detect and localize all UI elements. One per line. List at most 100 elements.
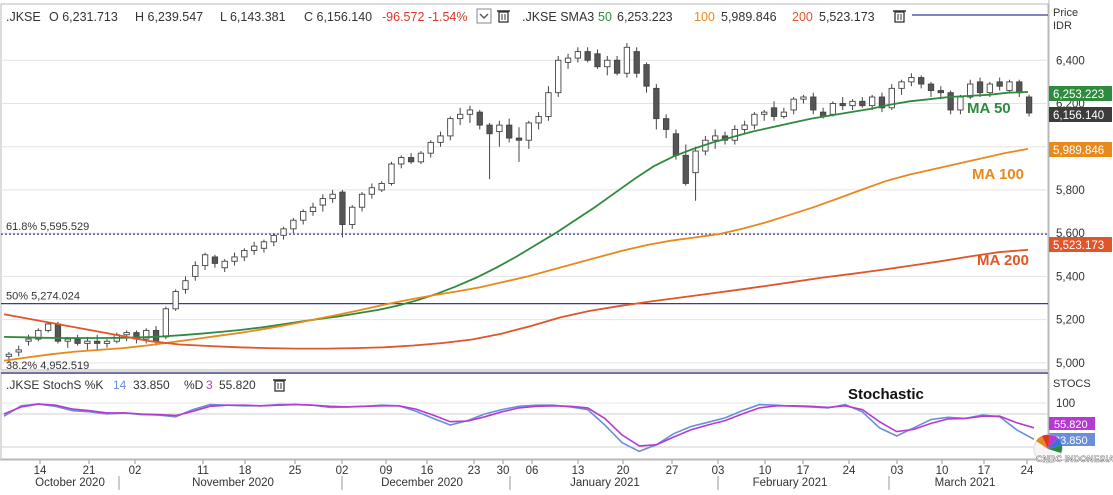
- candle-up: [231, 256, 238, 262]
- candle-down: [643, 64, 650, 87]
- x-tick-label: 03: [891, 465, 904, 477]
- candle-down: [584, 51, 591, 61]
- month-label: February 2021: [753, 477, 828, 489]
- tag-ma100: 5,989.846: [1053, 145, 1104, 157]
- x-tick-label: 03: [712, 465, 725, 477]
- candle-down: [662, 118, 670, 130]
- delete-sma-trash-icon[interactable]: [893, 10, 906, 23]
- stoch-y-tick-label: 100: [1056, 398, 1075, 410]
- stoch-trash-icon[interactable]: [273, 379, 286, 392]
- fib-label: 50% 5,274.024: [6, 291, 80, 303]
- candle-up: [143, 329, 150, 340]
- time-axis: 14 21 02 11 18 25 02 09 16 23 30 06 13 20 27 03 10 17 24 03…: [34, 460, 1034, 490]
- candle-up: [957, 96, 964, 111]
- candle-up: [221, 260, 228, 269]
- candle-up: [319, 198, 326, 206]
- y-tick-label: 5,000: [1056, 358, 1085, 370]
- candle-up: [290, 219, 297, 230]
- candle-up: [1006, 81, 1013, 91]
- stoch-tag-k: 33.850: [1054, 435, 1088, 447]
- candle-up: [908, 77, 915, 83]
- price-panel: [0, 3, 1049, 371]
- tag-ma50-bg: [1049, 86, 1112, 101]
- stoch-d-period: 3: [206, 378, 213, 392]
- y-tick-label: 5,400: [1056, 271, 1085, 283]
- candle-up: [868, 96, 876, 107]
- candle-down: [937, 90, 944, 94]
- candle-down: [486, 124, 493, 135]
- candle-down: [653, 87, 660, 120]
- candle-down: [859, 100, 866, 107]
- candle-up: [25, 338, 32, 342]
- stoch-k-value: 33.850: [133, 378, 170, 392]
- candle-up: [761, 111, 768, 115]
- candle-up: [780, 111, 788, 117]
- stoch-panel-label: Stochastic: [848, 386, 924, 403]
- candle-up: [800, 96, 807, 100]
- x-tick-label: 02: [129, 465, 142, 477]
- moving-averages: [3, 91, 1029, 362]
- collapse-chevron-icon[interactable]: [476, 8, 492, 24]
- candle-up: [545, 92, 552, 117]
- value-tags: 6,253.223 6,156.140 5,989.846 5,523.173: [1049, 86, 1112, 252]
- x-tick-label: 10: [936, 465, 949, 477]
- month-label: December 2020: [381, 477, 463, 489]
- candle-up: [44, 323, 52, 331]
- stoch-d-line: [3, 403, 1035, 447]
- candle-down: [1016, 81, 1023, 94]
- tag-ma50: 6,253.223: [1053, 89, 1104, 101]
- candle-up: [368, 187, 376, 195]
- stoch-tag-d-bg: [1049, 417, 1095, 430]
- candle-down: [506, 124, 513, 139]
- candle-up: [986, 83, 994, 94]
- ma100-annotation: MA 100: [972, 166, 1024, 183]
- candle-up: [466, 109, 474, 115]
- candle-up: [898, 81, 905, 89]
- cnbc-logo: CNBC INDONESIA: [1033, 434, 1113, 464]
- x-tick-label: 13: [572, 465, 585, 477]
- candle-down: [682, 154, 689, 184]
- x-tick-label: 14: [34, 465, 47, 477]
- candle-up: [574, 51, 582, 59]
- candle-down: [878, 96, 886, 109]
- delete-trash-icon[interactable]: [497, 10, 510, 23]
- candle-up: [829, 103, 837, 115]
- candle-up: [192, 265, 199, 277]
- candle-down: [594, 53, 601, 68]
- candle-up: [5, 353, 13, 357]
- y-tick-label: 5,200: [1056, 315, 1085, 327]
- low-value: L 6,143.381: [220, 10, 286, 24]
- tag-ma200: 5,523.173: [1053, 240, 1104, 252]
- price-legend: .JKSE O 6,231.713 H 6,239.547 L 6,143.38…: [6, 7, 1078, 32]
- candle-up: [535, 116, 542, 124]
- ma-line-ma100: [3, 148, 1029, 362]
- x-tick-label: 10: [759, 465, 772, 477]
- x-tick-label: 24: [1021, 465, 1034, 477]
- x-tick-label: 24: [843, 465, 856, 477]
- candle-up: [241, 250, 248, 258]
- candle-down: [1025, 96, 1033, 114]
- ma50-annotation: MA 50: [967, 100, 1011, 117]
- fib-label: 61.8% 5,595.529: [6, 221, 89, 233]
- candle-up: [427, 141, 434, 154]
- x-tick-label: 27: [666, 465, 679, 477]
- candle-up: [525, 122, 532, 141]
- candle-up: [270, 234, 277, 243]
- ma200-annotation: MA 200: [977, 252, 1029, 269]
- candle-up: [349, 206, 356, 225]
- tag-ma200-bg: [1049, 237, 1112, 252]
- x-tick-label: 16: [421, 465, 434, 477]
- stoch-axis-title: STOCS: [1053, 378, 1091, 390]
- stoch-d-value: 55.820: [219, 378, 256, 392]
- candle-down: [839, 103, 846, 107]
- x-tick-label: 02: [336, 465, 349, 477]
- candle-down: [947, 92, 954, 111]
- candle-up: [456, 113, 464, 120]
- candlesticks: [5, 42, 1033, 363]
- candle-up: [388, 163, 395, 184]
- candle-up: [280, 228, 287, 236]
- candle-up: [731, 128, 738, 141]
- candle-up: [260, 241, 268, 249]
